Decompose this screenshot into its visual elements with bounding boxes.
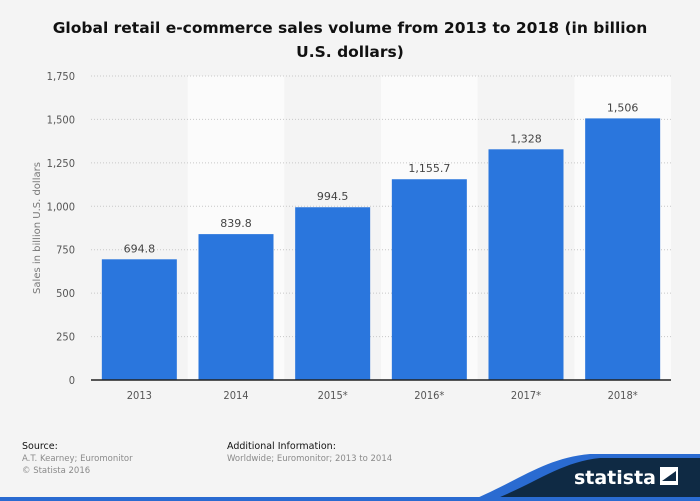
bar-value-label: 1,506 <box>607 101 639 114</box>
additional-info-text: Worldwide; Euromonitor; 2013 to 2014 <box>227 454 393 464</box>
bar <box>585 118 661 380</box>
x-tick-label: 2013 <box>127 389 152 402</box>
bar <box>391 179 467 380</box>
y-tick-label: 500 <box>56 287 75 300</box>
bar <box>101 259 177 380</box>
bar-value-label: 694.8 <box>124 242 156 255</box>
additional-info-heading: Additional Information: <box>227 441 336 452</box>
x-tick-label: 2015* <box>318 389 348 402</box>
bar-value-label: 994.5 <box>317 190 349 203</box>
source-heading: Source: <box>22 441 58 452</box>
x-tick-label: 2018* <box>608 389 638 402</box>
y-axis-label: Sales in billion U.S. dollars <box>32 162 43 294</box>
source-block: Source: A.T. Kearney; Euromonitor © Stat… <box>22 441 133 477</box>
brand-banner <box>470 454 700 501</box>
bar <box>198 234 274 380</box>
x-tick-label: 2016* <box>414 389 444 402</box>
brand-name[interactable]: statista <box>573 467 656 489</box>
bar-value-label: 1,155.7 <box>408 162 450 175</box>
y-tick-label: 1,250 <box>47 157 75 170</box>
bar <box>488 149 564 380</box>
brand-wave-dark <box>490 458 700 501</box>
y-tick-label: 0 <box>69 374 75 387</box>
copyright-text: © Statista 2016 <box>22 466 91 476</box>
statista-logo-icon <box>660 467 678 485</box>
chart-title: Global retail e-commerce sales volume fr… <box>52 19 648 61</box>
source-text: A.T. Kearney; Euromonitor <box>22 454 133 464</box>
y-tick-label: 1,500 <box>47 113 75 126</box>
x-tick-label: 2014 <box>223 389 248 402</box>
bar-value-label: 839.8 <box>220 217 252 230</box>
bar-value-label: 1,328 <box>510 132 542 145</box>
y-tick-label: 1,000 <box>47 200 75 213</box>
brand-bottom-bar <box>0 497 700 501</box>
bar <box>295 207 371 380</box>
y-tick-label: 1,750 <box>47 70 75 83</box>
y-tick-label: 250 <box>56 331 75 344</box>
x-tick-label: 2017* <box>511 389 541 402</box>
y-tick-label: 750 <box>56 244 75 257</box>
bar-chart: 0 250 500 750 1,000 1,250 1,500 1,750 Sales in b… <box>32 70 671 402</box>
additional-info-block: Additional Information: Worldwide; Eurom… <box>227 441 392 465</box>
